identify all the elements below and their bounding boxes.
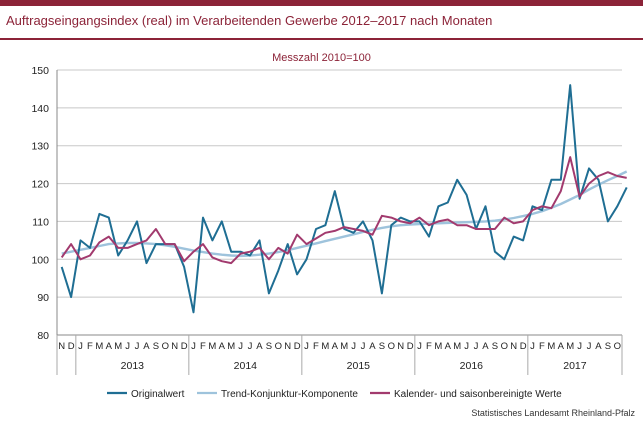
y-tick-label: 80 — [37, 330, 49, 342]
legend-label-trend: Trend-Konjunktur-Komponente — [221, 389, 358, 400]
x-month-label: J — [248, 341, 253, 352]
x-month-label: A — [482, 341, 489, 352]
x-month-label: S — [379, 341, 385, 352]
series-line-adjusted — [60, 156, 627, 265]
title-rule — [0, 38, 643, 40]
x-month-label: M — [321, 341, 329, 352]
x-month-label: M — [453, 341, 461, 352]
x-month-label: J — [304, 341, 309, 352]
x-month-label: J — [351, 341, 356, 352]
x-month-label: A — [219, 341, 226, 352]
top-bar — [0, 0, 643, 6]
x-month-label: A — [369, 341, 376, 352]
x-month-label: D — [520, 341, 527, 352]
x-month-label: M — [208, 341, 216, 352]
source-note: Statistisches Landesamt Rheinland-Pfalz — [471, 408, 635, 418]
x-year-label: 2014 — [234, 360, 258, 372]
x-month-label: F — [426, 341, 432, 352]
x-month-label: J — [135, 341, 140, 352]
x-month-label: A — [445, 341, 452, 352]
x-month-label: M — [566, 341, 574, 352]
x-month-label: M — [547, 341, 555, 352]
x-month-label: D — [181, 341, 188, 352]
x-year-label: 2017 — [563, 360, 587, 372]
x-month-label: J — [125, 341, 130, 352]
x-month-label: F — [539, 341, 545, 352]
y-tick-label: 150 — [31, 65, 49, 77]
x-month-label: J — [474, 341, 479, 352]
y-tick-label: 100 — [31, 254, 49, 266]
y-tick-label: 110 — [32, 216, 49, 228]
legend-label-adjusted: Kalender- und saisonbereinigte Werte — [394, 389, 562, 400]
x-month-label: J — [464, 341, 469, 352]
x-month-label: A — [256, 341, 263, 352]
x-year-label: 2015 — [347, 360, 371, 372]
x-month-label: A — [332, 341, 339, 352]
x-month-label: J — [577, 341, 582, 352]
x-month-label: O — [388, 341, 395, 352]
x-month-label: A — [106, 341, 113, 352]
x-year-label: 2013 — [121, 360, 145, 372]
x-month-label: N — [284, 341, 291, 352]
x-month-label: N — [397, 341, 404, 352]
x-month-label: J — [238, 341, 243, 352]
x-month-label: J — [361, 341, 366, 352]
x-month-label: J — [417, 341, 422, 352]
x-month-label: F — [87, 341, 93, 352]
legend-label-original: Originalwert — [131, 389, 185, 400]
x-month-label: O — [501, 341, 508, 352]
x-month-label: M — [340, 341, 348, 352]
series-line-original — [60, 84, 628, 314]
x-month-label: D — [407, 341, 414, 352]
x-month-label: M — [434, 341, 442, 352]
x-month-label: F — [200, 341, 206, 352]
x-month-label: J — [587, 341, 592, 352]
x-month-label: M — [227, 341, 235, 352]
x-month-label: N — [510, 341, 517, 352]
y-tick-label: 130 — [31, 141, 49, 153]
y-tick-label: 140 — [31, 103, 49, 115]
x-month-label: O — [275, 341, 282, 352]
series-line-trend — [61, 170, 628, 258]
x-month-label: A — [558, 341, 565, 352]
x-month-label: J — [530, 341, 535, 352]
x-month-label: O — [162, 341, 169, 352]
x-month-label: D — [68, 341, 75, 352]
y-tick-label: 120 — [31, 179, 49, 191]
y-tick-label: 90 — [37, 292, 49, 304]
x-month-label: D — [294, 341, 301, 352]
x-month-label: J — [78, 341, 83, 352]
x-month-label: S — [266, 341, 272, 352]
x-month-label: F — [313, 341, 319, 352]
x-month-label: S — [492, 341, 498, 352]
x-month-label: S — [605, 341, 611, 352]
x-month-label: J — [191, 341, 196, 352]
x-year-label: 2016 — [460, 360, 484, 372]
chart-subtitle: Messzahl 2010=100 — [272, 52, 371, 64]
x-month-label: A — [595, 341, 602, 352]
x-month-label: S — [153, 341, 159, 352]
x-month-label: M — [114, 341, 122, 352]
x-month-label: A — [143, 341, 150, 352]
x-month-label: N — [58, 341, 65, 352]
x-month-label: N — [171, 341, 178, 352]
x-month-label: M — [95, 341, 103, 352]
chart-title: Auftragseingangsindex (real) im Verarbei… — [6, 13, 493, 28]
x-month-label: O — [614, 341, 621, 352]
